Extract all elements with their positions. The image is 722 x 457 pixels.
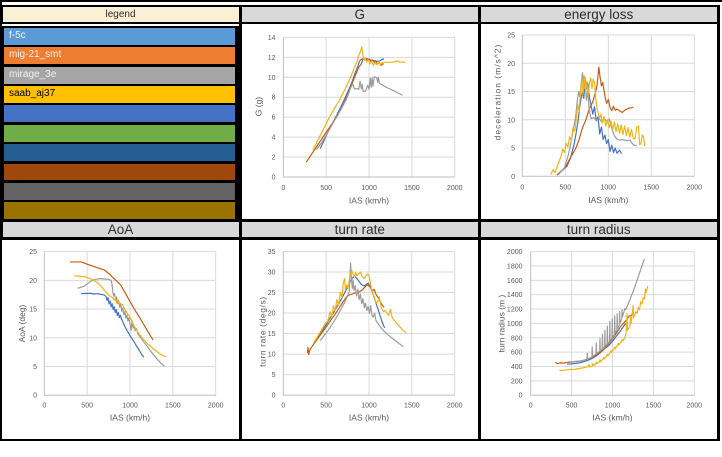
svg-text:1200: 1200 xyxy=(507,307,523,314)
svg-text:20: 20 xyxy=(507,61,515,68)
svg-text:8: 8 xyxy=(272,95,276,102)
svg-text:IAS (km/h): IAS (km/h) xyxy=(349,413,389,423)
svg-text:6: 6 xyxy=(272,115,276,122)
svg-text:1000: 1000 xyxy=(605,403,621,410)
svg-text:1500: 1500 xyxy=(644,185,660,192)
svg-text:AoA (deg): AoA (deg) xyxy=(17,304,27,342)
svg-text:0: 0 xyxy=(519,393,523,400)
svg-text:10: 10 xyxy=(268,75,276,82)
svg-text:IAS (km/h): IAS (km/h) xyxy=(349,195,389,205)
svg-text:1000: 1000 xyxy=(507,321,523,328)
svg-text:0: 0 xyxy=(42,403,46,410)
svg-text:500: 500 xyxy=(320,403,332,410)
svg-text:500: 500 xyxy=(559,185,571,192)
svg-text:25: 25 xyxy=(29,249,37,256)
svg-text:25: 25 xyxy=(268,290,276,297)
svg-text:0: 0 xyxy=(272,175,276,182)
svg-text:0: 0 xyxy=(511,174,515,181)
svg-text:0: 0 xyxy=(520,185,524,192)
svg-text:2000: 2000 xyxy=(447,403,463,410)
svg-text:500: 500 xyxy=(320,185,332,192)
svg-text:deceleration (m/s^2): deceleration (m/s^2) xyxy=(492,44,502,141)
svg-text:1500: 1500 xyxy=(646,403,662,410)
svg-text:1000: 1000 xyxy=(361,185,377,192)
svg-text:1000: 1000 xyxy=(122,403,138,410)
svg-text:20: 20 xyxy=(29,278,37,285)
svg-text:1000: 1000 xyxy=(361,403,377,410)
svg-text:10: 10 xyxy=(29,335,37,342)
svg-text:4: 4 xyxy=(272,135,276,142)
svg-text:2000: 2000 xyxy=(687,403,703,410)
svg-text:G (g): G (g) xyxy=(253,97,263,117)
svg-text:15: 15 xyxy=(507,89,515,96)
svg-text:1000: 1000 xyxy=(601,185,617,192)
svg-text:5: 5 xyxy=(272,372,276,379)
svg-text:10: 10 xyxy=(268,352,276,359)
svg-text:5: 5 xyxy=(511,146,515,153)
svg-text:2000: 2000 xyxy=(447,185,463,192)
svg-text:200: 200 xyxy=(511,378,523,385)
svg-text:2: 2 xyxy=(272,155,276,162)
svg-text:14: 14 xyxy=(268,35,276,42)
svg-text:5: 5 xyxy=(33,364,37,371)
svg-text:1500: 1500 xyxy=(404,185,420,192)
svg-text:1500: 1500 xyxy=(404,403,420,410)
svg-text:2000: 2000 xyxy=(687,185,703,192)
svg-text:1600: 1600 xyxy=(507,278,523,285)
svg-text:35: 35 xyxy=(268,249,276,256)
svg-text:turn radius (m ): turn radius (m ) xyxy=(497,295,507,353)
svg-text:0: 0 xyxy=(281,403,285,410)
svg-text:2000: 2000 xyxy=(507,249,523,256)
svg-text:turn rate (deg/s): turn rate (deg/s) xyxy=(258,296,268,367)
svg-text:400: 400 xyxy=(511,364,523,371)
svg-text:IAS (km/h): IAS (km/h) xyxy=(588,195,628,205)
svg-text:IAS (km/h): IAS (km/h) xyxy=(592,413,632,423)
svg-text:30: 30 xyxy=(268,270,276,277)
svg-text:800: 800 xyxy=(511,335,523,342)
svg-text:0: 0 xyxy=(272,393,276,400)
svg-text:1500: 1500 xyxy=(165,403,181,410)
svg-text:1400: 1400 xyxy=(507,292,523,299)
svg-text:0: 0 xyxy=(33,393,37,400)
svg-text:600: 600 xyxy=(511,350,523,357)
svg-text:15: 15 xyxy=(29,307,37,314)
svg-text:12: 12 xyxy=(268,55,276,62)
svg-text:25: 25 xyxy=(507,33,515,40)
svg-text:500: 500 xyxy=(566,403,578,410)
svg-text:0: 0 xyxy=(529,403,533,410)
svg-text:1800: 1800 xyxy=(507,263,523,270)
svg-text:2000: 2000 xyxy=(208,403,224,410)
svg-text:10: 10 xyxy=(507,117,515,124)
svg-text:20: 20 xyxy=(268,311,276,318)
svg-text:500: 500 xyxy=(81,403,93,410)
svg-text:IAS (km/h): IAS (km/h) xyxy=(110,413,150,423)
svg-text:15: 15 xyxy=(268,331,276,338)
svg-text:0: 0 xyxy=(281,185,285,192)
